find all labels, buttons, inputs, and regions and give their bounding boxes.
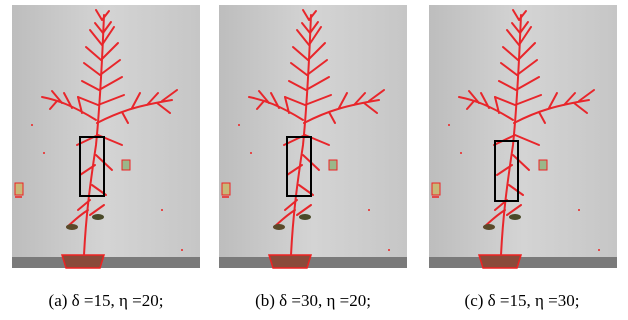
panel-a: (a) δ =15, η =20; xyxy=(12,5,200,310)
panel-b: (b) δ =30, η =20; xyxy=(219,5,407,310)
panel-c: (c) δ =15, η =30; xyxy=(429,5,617,310)
image xyxy=(219,5,407,268)
caption: (b) δ =30, η =20; xyxy=(255,291,371,310)
figure: (a) δ =15, η =20; (b) δ =30, η =20; (c) … xyxy=(0,0,628,320)
image xyxy=(12,5,200,268)
image xyxy=(429,5,617,268)
caption: (c) δ =15, η =30; xyxy=(465,291,580,310)
caption: (a) δ =15, η =20; xyxy=(49,291,164,310)
